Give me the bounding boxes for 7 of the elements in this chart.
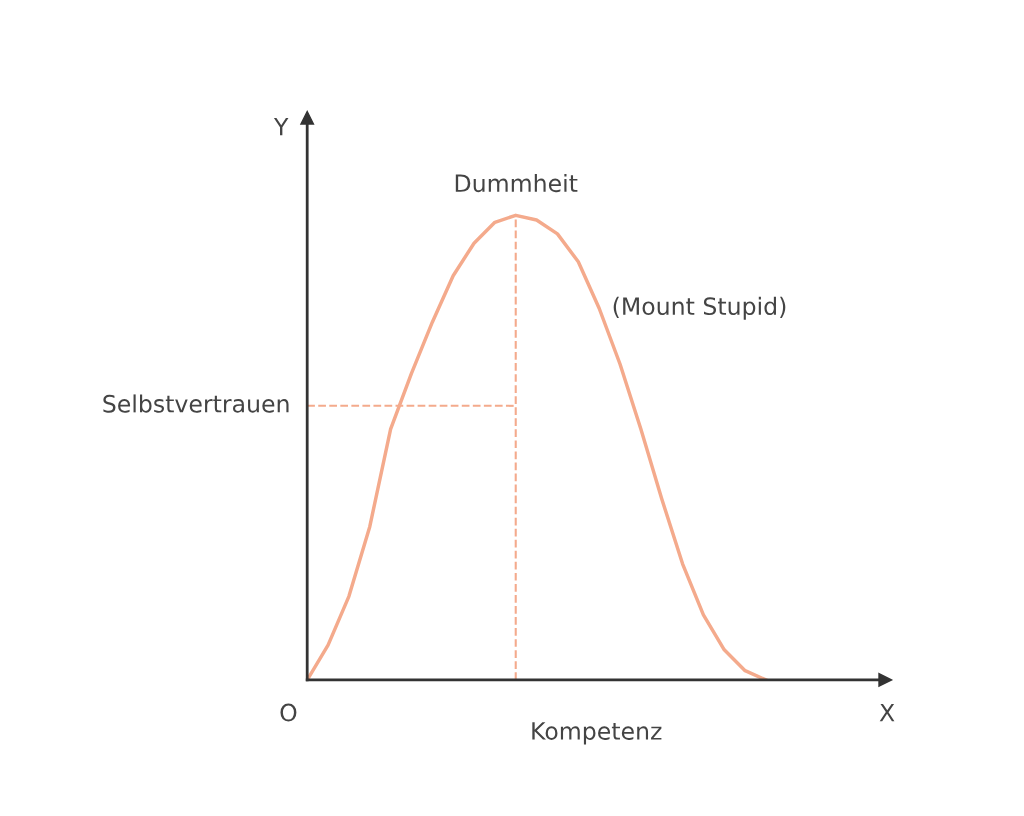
y-axis-title: Y <box>273 118 289 136</box>
text: Dummheit <box>455 173 578 193</box>
x-axis-title: Kompetenz <box>532 722 662 745</box>
ref-line-label: Selbstvertrauen <box>103 394 289 413</box>
text: O <box>280 703 297 722</box>
annotation: (Mount Stupid) <box>613 296 786 320</box>
text: X <box>879 703 895 722</box>
